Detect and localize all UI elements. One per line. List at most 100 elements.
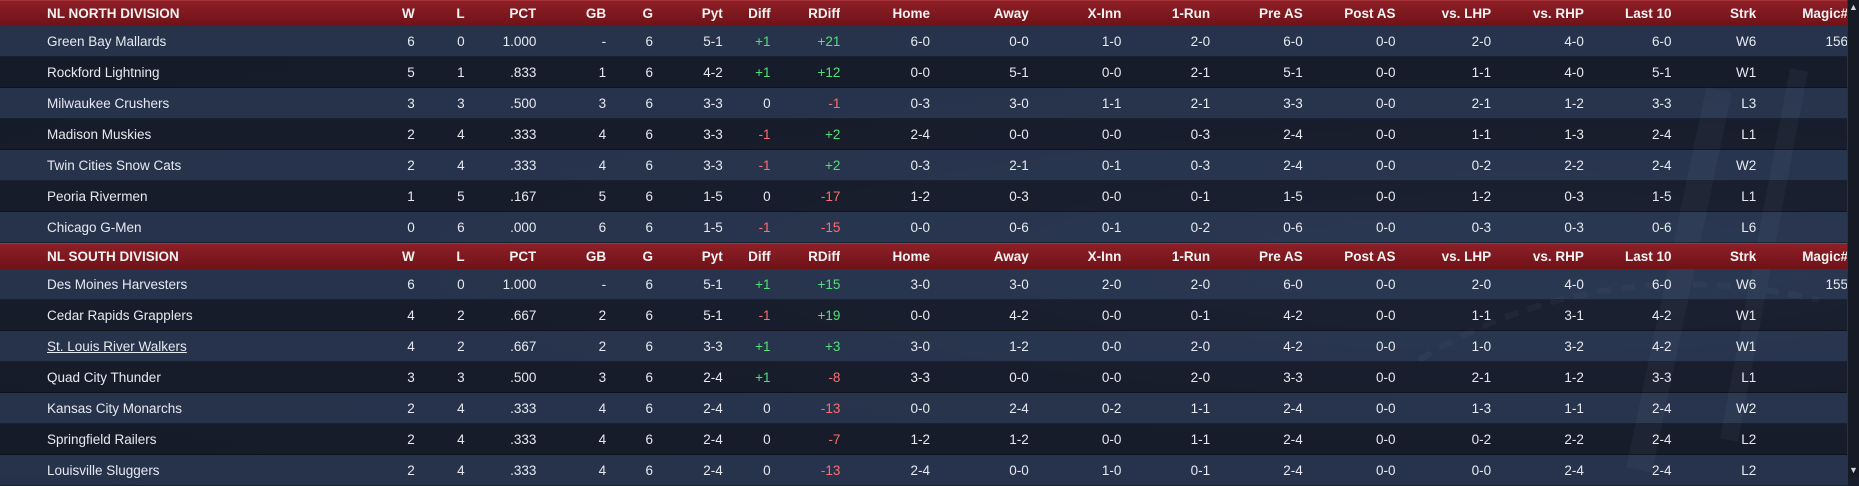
column-header-l[interactable]: L — [456, 249, 465, 264]
team-row[interactable]: Quad City Thunder 3 3 .500 3 6 2-4 +1 -8 3-3 0-0 0-… — [0, 362, 1848, 393]
team-row[interactable]: Cedar Rapids Grapplers 4 2 .667 2 6 5-1 -1 +19 0-… — [0, 300, 1848, 331]
column-header-postas[interactable]: Post AS — [1344, 6, 1396, 21]
cell-strk: L2 — [1741, 431, 1757, 447]
cell-lhp: 1-1 — [1471, 307, 1492, 323]
team-row[interactable]: Des Moines Harvesters 6 0 1.000 - 6 5-1 +1 +15 3-… — [0, 269, 1848, 300]
column-header-gb[interactable]: GB — [585, 6, 607, 21]
team-row[interactable]: Kansas City Monarchs 2 4 .333 4 6 2-4 0 -13 0-0 2-… — [0, 393, 1848, 424]
cell-gb: 1 — [598, 64, 607, 80]
cell-rdiff: +19 — [817, 307, 841, 323]
cell-g: 6 — [645, 462, 653, 478]
cell-pct: .667 — [510, 338, 537, 354]
column-header-onerun[interactable]: 1-Run — [1171, 6, 1211, 21]
column-header-strk[interactable]: Strk — [1730, 249, 1757, 264]
cell-gb: 3 — [598, 95, 607, 111]
column-header-pyt[interactable]: Pyt — [701, 249, 723, 264]
team-row[interactable]: Twin Cities Snow Cats 2 4 .333 4 6 3-3 -1 +2 0-3 2… — [0, 150, 1848, 181]
column-header-home[interactable]: Home — [892, 6, 931, 21]
cell-rdiff: +3 — [824, 338, 841, 354]
column-header-lhp[interactable]: vs. LHP — [1441, 6, 1492, 21]
team-name[interactable]: Louisville Sluggers — [47, 462, 160, 478]
column-header-strk[interactable]: Strk — [1730, 6, 1757, 21]
column-header-rhp[interactable]: vs. RHP — [1532, 6, 1584, 21]
team-row[interactable]: Milwaukee Crushers 3 3 .500 3 6 3-3 0 -1 0-3 3-0 1-… — [0, 88, 1848, 119]
column-header-w[interactable]: W — [402, 6, 415, 21]
column-header-pct[interactable]: PCT — [509, 6, 537, 21]
cell-w: 2 — [407, 157, 415, 173]
team-name[interactable]: Quad City Thunder — [47, 369, 161, 385]
team-row[interactable]: Springfield Railers 2 4 .333 4 6 2-4 0 -7 1-2 1-2 0… — [0, 424, 1848, 455]
cell-preas: 6-0 — [1283, 33, 1303, 49]
cell-last10: 6-0 — [1652, 33, 1672, 49]
cell-gb: 4 — [598, 157, 607, 173]
cell-w: 0 — [407, 219, 415, 235]
column-header-last10[interactable]: Last 10 — [1625, 6, 1672, 21]
cell-xinn: 0-0 — [1101, 369, 1122, 385]
column-header-magic[interactable]: Magic# — [1802, 249, 1848, 264]
team-row[interactable]: Chicago G-Men 0 6 .000 6 6 1-5 -1 -15 0-0 0-6 0-1 0-… — [0, 212, 1848, 243]
column-header-away[interactable]: Away — [993, 249, 1029, 264]
column-header-g[interactable]: G — [642, 6, 653, 21]
vertical-scrollbar[interactable]: ▲ ▼ — [1847, 0, 1859, 477]
cell-lhp: 1-2 — [1471, 188, 1492, 204]
cell-xinn: 0-0 — [1101, 307, 1122, 323]
column-header-away[interactable]: Away — [993, 6, 1029, 21]
team-row[interactable]: Madison Muskies 2 4 .333 4 6 3-3 -1 +2 2-4 0-0 0-0 0… — [0, 119, 1848, 150]
division-name: NL SOUTH DIVISION — [47, 249, 179, 264]
column-header-diff[interactable]: Diff — [748, 6, 771, 21]
cell-w: 2 — [407, 431, 415, 447]
column-header-diff[interactable]: Diff — [748, 249, 771, 264]
cell-strk: W2 — [1736, 400, 1757, 416]
column-header-g[interactable]: G — [642, 249, 653, 264]
column-header-magic[interactable]: Magic# — [1802, 6, 1848, 21]
cell-l: 2 — [457, 307, 465, 323]
column-header-l[interactable]: L — [456, 6, 465, 21]
column-header-preas[interactable]: Pre AS — [1259, 6, 1303, 21]
team-name[interactable]: Chicago G-Men — [47, 219, 142, 235]
team-name[interactable]: Rockford Lightning — [47, 64, 160, 80]
column-header-lhp[interactable]: vs. LHP — [1441, 249, 1492, 264]
column-header-rdiff[interactable]: RDiff — [808, 6, 841, 21]
column-header-xinn[interactable]: X-Inn — [1087, 6, 1122, 21]
team-name[interactable]: Kansas City Monarchs — [47, 400, 183, 416]
team-name[interactable]: Green Bay Mallards — [47, 33, 167, 49]
column-header-pct[interactable]: PCT — [509, 249, 537, 264]
team-row[interactable]: Louisville Sluggers 2 4 .333 4 6 2-4 0 -13 2-4 0-0… — [0, 455, 1848, 486]
column-header-xinn[interactable]: X-Inn — [1087, 249, 1122, 264]
column-header-home[interactable]: Home — [892, 249, 931, 264]
column-header-last10[interactable]: Last 10 — [1625, 249, 1672, 264]
cell-last10: 3-3 — [1652, 95, 1672, 111]
team-name[interactable]: Cedar Rapids Grapplers — [47, 307, 193, 323]
scroll-down-icon[interactable]: ▼ — [1849, 465, 1858, 475]
team-name[interactable]: St. Louis River Walkers — [47, 338, 187, 354]
cell-preas: 6-0 — [1283, 276, 1303, 292]
cell-onerun: 0-1 — [1190, 188, 1211, 204]
column-header-w[interactable]: W — [402, 249, 415, 264]
scroll-up-icon[interactable]: ▲ — [1849, 2, 1858, 12]
cell-pct: 1.000 — [502, 276, 537, 292]
team-name[interactable]: Twin Cities Snow Cats — [47, 157, 182, 173]
cell-postas: 0-0 — [1375, 157, 1396, 173]
team-name[interactable]: Madison Muskies — [47, 126, 152, 142]
cell-diff: 0 — [763, 400, 771, 416]
column-header-pyt[interactable]: Pyt — [701, 6, 723, 21]
column-header-rdiff[interactable]: RDiff — [808, 249, 841, 264]
team-row[interactable]: Peoria Rivermen 1 5 .167 5 6 1-5 0 -17 1-2 0-3 0-0 0… — [0, 181, 1848, 212]
team-name[interactable]: Springfield Railers — [47, 431, 157, 447]
column-header-onerun[interactable]: 1-Run — [1171, 249, 1211, 264]
column-header-postas[interactable]: Post AS — [1344, 249, 1396, 264]
cell-pct: .333 — [510, 157, 537, 173]
team-name[interactable]: Milwaukee Crushers — [47, 95, 170, 111]
team-name[interactable]: Des Moines Harvesters — [47, 276, 188, 292]
cell-w: 2 — [407, 462, 415, 478]
cell-pyt: 2-4 — [703, 462, 723, 478]
column-header-rhp[interactable]: vs. RHP — [1532, 249, 1584, 264]
team-row[interactable]: St. Louis River Walkers 4 2 .667 2 6 3-3 +1 +3 3-… — [0, 331, 1848, 362]
column-header-gb[interactable]: GB — [585, 249, 607, 264]
team-name[interactable]: Peoria Rivermen — [47, 188, 148, 204]
cell-onerun: 2-0 — [1190, 338, 1211, 354]
team-row[interactable]: Green Bay Mallards 6 0 1.000 - 6 5-1 +1 +21 6-0 0-… — [0, 26, 1848, 57]
column-header-preas[interactable]: Pre AS — [1259, 249, 1303, 264]
cell-diff: 0 — [763, 95, 771, 111]
team-row[interactable]: Rockford Lightning 5 1 .833 1 6 4-2 +1 +12 0-0 5-1… — [0, 57, 1848, 88]
